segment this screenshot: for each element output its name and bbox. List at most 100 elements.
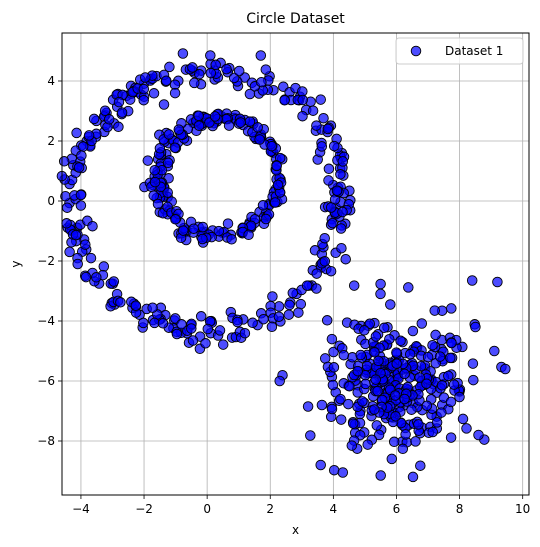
data-point (232, 316, 243, 328)
data-point (193, 110, 204, 122)
data-point (194, 68, 205, 80)
data-point (205, 50, 216, 61)
data-point (64, 246, 75, 258)
data-point (273, 311, 285, 322)
data-point (335, 393, 346, 405)
data-point (446, 303, 457, 314)
data-point (271, 160, 282, 172)
data-point (391, 358, 402, 369)
data-point (427, 426, 438, 438)
data-point (98, 261, 110, 272)
data-point (316, 399, 328, 411)
data-point (149, 164, 160, 176)
data-point (302, 401, 314, 412)
data-point (233, 65, 245, 77)
data-point (75, 200, 87, 211)
data-point (325, 265, 337, 277)
data-point (83, 130, 95, 141)
data-point (200, 338, 211, 349)
data-point (370, 331, 382, 342)
data-point (431, 417, 443, 428)
data-point (372, 385, 383, 397)
data-point (326, 403, 338, 415)
data-point (169, 87, 181, 99)
y-tick-label: −8 (37, 434, 55, 448)
data-point (473, 429, 484, 441)
data-point (148, 190, 159, 201)
data-point (325, 202, 337, 213)
data-point (337, 156, 349, 167)
data-point (266, 140, 277, 152)
data-point (287, 287, 299, 299)
data-point (222, 218, 234, 229)
data-point (163, 129, 175, 140)
data-point (321, 315, 333, 326)
data-point (213, 225, 225, 237)
data-point (340, 253, 351, 265)
data-point (162, 187, 173, 198)
data-point (316, 141, 328, 152)
x-tick-label: −2 (135, 502, 153, 516)
data-point (77, 141, 89, 152)
data-point (336, 242, 347, 254)
data-point (169, 142, 181, 153)
data-point (311, 283, 322, 294)
data-point (284, 299, 295, 311)
data-point (385, 299, 396, 310)
data-point (500, 363, 511, 375)
data-point (221, 63, 232, 75)
plot-frame (61, 32, 530, 496)
data-point (436, 407, 447, 418)
data-point (344, 381, 355, 392)
y-axis-label: y (9, 260, 23, 267)
data-point (85, 252, 97, 264)
data-point (283, 309, 295, 320)
data-point (410, 436, 421, 447)
data-point (311, 120, 322, 131)
y-axis-ticks: −8 −6 −4 −2 0 2 4 (37, 74, 62, 448)
data-point (331, 185, 343, 196)
data-point (148, 88, 160, 99)
data-point (395, 335, 406, 347)
data-point (187, 335, 199, 346)
data-point (360, 378, 371, 390)
data-point (362, 439, 373, 450)
data-point (436, 380, 448, 391)
data-point (445, 432, 457, 443)
plot-area (62, 33, 529, 495)
data-point (247, 317, 258, 329)
chart-title: Circle Dataset (246, 11, 345, 27)
data-point (375, 278, 386, 290)
data-point (255, 50, 267, 61)
data-point (328, 362, 340, 373)
data-point (468, 374, 479, 386)
data-point (147, 302, 158, 313)
data-point (407, 325, 419, 337)
data-point (209, 111, 221, 122)
data-point (315, 94, 326, 105)
data-point (189, 77, 200, 89)
y-tick-label: 0 (47, 194, 55, 208)
data-point (327, 379, 339, 391)
data-point (370, 374, 381, 385)
data-point (407, 471, 419, 483)
data-point (217, 339, 229, 350)
data-point (91, 272, 102, 283)
data-point (164, 61, 175, 73)
data-point (267, 291, 278, 302)
data-point (489, 345, 500, 357)
data-point (103, 114, 115, 125)
data-point (429, 305, 440, 316)
data-point (415, 460, 426, 471)
data-point (369, 404, 380, 415)
data-point (457, 413, 469, 425)
data-point (404, 348, 416, 360)
data-point (140, 72, 151, 83)
data-point (257, 200, 269, 211)
data-point (352, 365, 363, 377)
data-point (293, 307, 304, 318)
data-point (430, 329, 441, 341)
data-point (391, 347, 402, 358)
data-point (443, 370, 454, 382)
